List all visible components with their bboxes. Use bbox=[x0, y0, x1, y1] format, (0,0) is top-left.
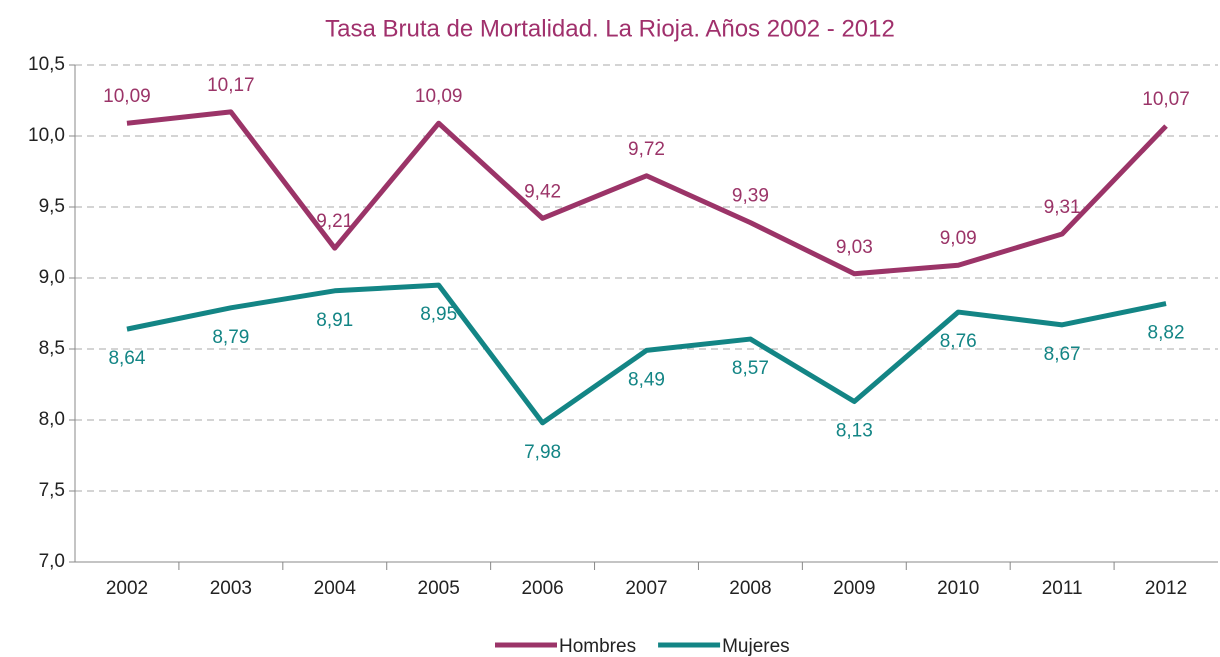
y-tick-label: 9,0 bbox=[39, 267, 65, 288]
data-label: 9,42 bbox=[524, 181, 561, 202]
y-tick-label: 8,5 bbox=[39, 338, 65, 359]
x-tick-label: 2012 bbox=[1145, 578, 1187, 599]
y-tick-label: 8,0 bbox=[39, 409, 65, 430]
x-tick-label: 2006 bbox=[521, 578, 563, 599]
data-label: 8,79 bbox=[212, 327, 249, 348]
x-tick-label: 2003 bbox=[210, 578, 252, 599]
data-label: 9,09 bbox=[940, 228, 977, 249]
x-tick-label: 2008 bbox=[729, 578, 771, 599]
x-tick-label: 2007 bbox=[625, 578, 667, 599]
data-label: 8,64 bbox=[108, 348, 145, 369]
y-tick-label: 7,0 bbox=[39, 551, 65, 572]
line-series bbox=[126, 282, 1167, 426]
data-label: 9,31 bbox=[1044, 197, 1081, 218]
y-tick-label: 9,5 bbox=[39, 196, 65, 217]
data-label: 8,82 bbox=[1148, 323, 1185, 344]
y-tick-label: 10,5 bbox=[28, 54, 65, 75]
line-series bbox=[126, 109, 1168, 277]
legend-label: Mujeres bbox=[722, 636, 790, 657]
x-tick-label: 2005 bbox=[418, 578, 460, 599]
data-label: 10,09 bbox=[103, 86, 151, 107]
data-label: 8,49 bbox=[628, 369, 665, 390]
data-label: 8,76 bbox=[940, 331, 977, 352]
x-tick-label: 2002 bbox=[106, 578, 148, 599]
y-tick-label: 7,5 bbox=[39, 480, 65, 501]
data-label: 9,03 bbox=[836, 237, 873, 258]
data-label: 8,91 bbox=[316, 310, 353, 331]
x-tick-label: 2011 bbox=[1042, 578, 1083, 599]
y-tick-label: 10,0 bbox=[28, 125, 65, 146]
data-label: 8,13 bbox=[836, 421, 873, 442]
legend-label: Hombres bbox=[559, 636, 636, 657]
data-label: 10,17 bbox=[207, 75, 255, 96]
data-label: 9,21 bbox=[316, 211, 353, 232]
data-label: 8,67 bbox=[1044, 344, 1081, 365]
data-label: 8,57 bbox=[732, 358, 769, 379]
data-label: 9,72 bbox=[628, 139, 665, 160]
data-label: 10,07 bbox=[1142, 89, 1190, 110]
data-label: 8,95 bbox=[420, 304, 457, 325]
data-label: 10,09 bbox=[415, 86, 463, 107]
x-tick-label: 2010 bbox=[937, 578, 979, 599]
data-label: 9,39 bbox=[732, 186, 769, 207]
x-tick-label: 2009 bbox=[833, 578, 875, 599]
chart-title: Tasa Bruta de Mortalidad. La Rioja. Años… bbox=[325, 15, 895, 42]
x-tick-label: 2004 bbox=[314, 578, 357, 599]
data-label: 7,98 bbox=[524, 442, 561, 463]
